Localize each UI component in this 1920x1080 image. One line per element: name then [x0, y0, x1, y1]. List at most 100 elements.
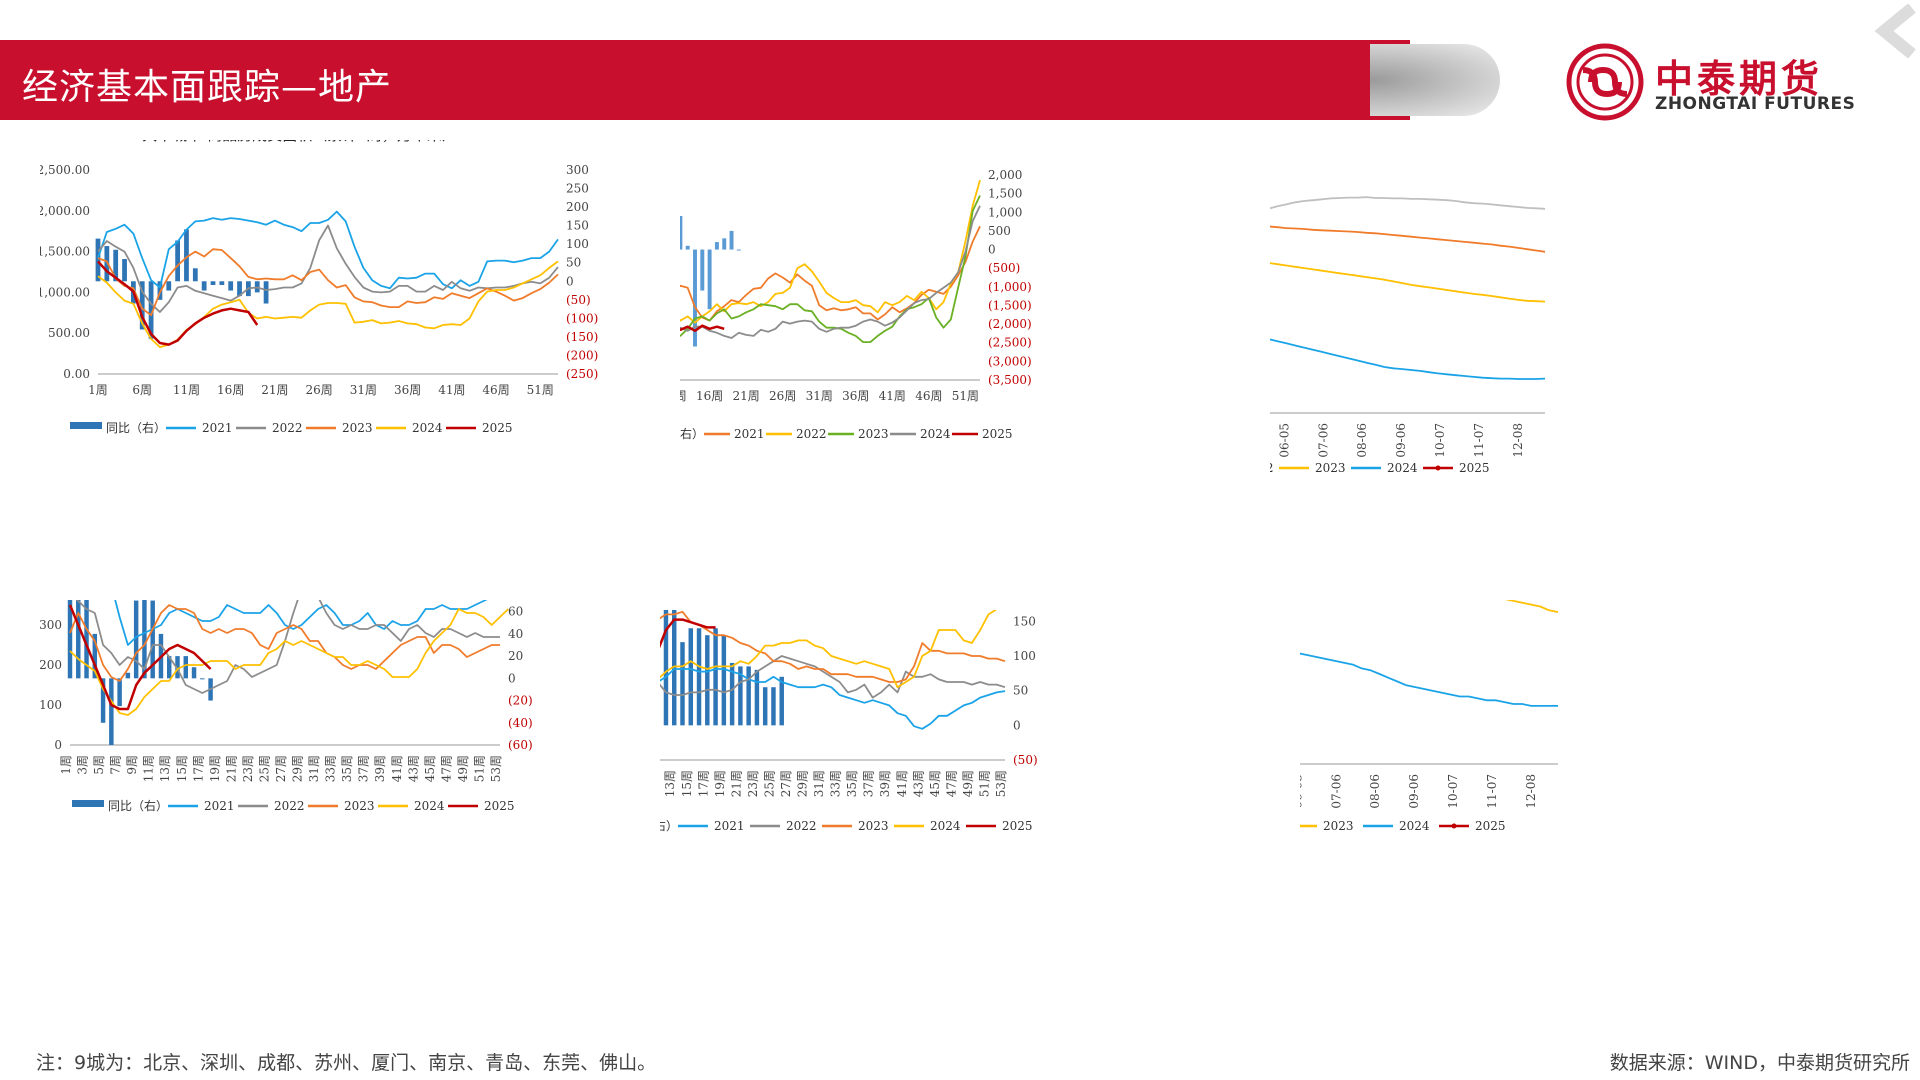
legend-label: 2025: [982, 427, 1013, 441]
legend-label: 2022: [786, 819, 817, 833]
y-right-tick-label: (200): [566, 348, 598, 362]
legend-label: 2022: [272, 421, 303, 435]
yoy-bar: [729, 230, 734, 250]
y-left-tick-label: 2,500.00: [40, 163, 90, 177]
y-right-tick-label: 2,000: [988, 168, 1022, 182]
x-tick-label: 1周: [59, 755, 73, 775]
footnote: 注：9城为：北京、深圳、成都、苏州、厦门、南京、青岛、东莞、佛山。: [36, 1052, 657, 1074]
yoy-bar: [237, 281, 242, 297]
y-right-tick-label: 0: [1013, 718, 1021, 732]
x-tick-label: 41周: [438, 383, 465, 397]
nav-chevron-icon[interactable]: [1872, 4, 1920, 58]
yoy-bar: [685, 245, 690, 250]
series-line: [660, 610, 1006, 683]
chart-panel-3: 全国城市二手房出售挂牌价指数:当周值150.0160.0170.0180.019…: [1270, 140, 1915, 590]
x-tick-label: 09-06: [1407, 774, 1421, 809]
yoy-bar: [721, 635, 727, 726]
series-line: [1504, 600, 1559, 613]
yoy-bar: [117, 678, 122, 707]
y-right-tick-label: 40: [508, 627, 523, 641]
series-line: [680, 324, 725, 333]
x-tick-label: 16周: [217, 383, 244, 397]
x-tick-label: 33周: [829, 770, 843, 797]
yoy-bar: [722, 238, 727, 250]
chart-c1: 30大中城市:商品房成交面积（累计4周，万平米） 0.00 500.00 1,000.…: [40, 140, 598, 435]
yoy-bar: [210, 281, 216, 285]
y-right-tick-label: 150: [1013, 614, 1036, 628]
yoy-bar: [779, 676, 784, 726]
x-tick-label: 9周: [125, 755, 139, 775]
y-right-tick-label: 1,500: [988, 187, 1022, 201]
x-tick-label: 35周: [340, 755, 354, 782]
legend-label: 同比（右）: [108, 798, 168, 813]
series-line: [114, 600, 488, 646]
x-tick-label: 41周: [390, 755, 404, 782]
yoy-bar: [84, 600, 89, 679]
series-line: [660, 618, 716, 649]
x-tick-label: 12-08: [1511, 423, 1525, 458]
x-tick-label: 36周: [394, 383, 421, 397]
y-right-tick-label: (3,500): [988, 373, 1032, 387]
y-right-tick-label: 0: [566, 274, 574, 288]
yoy-bar: [219, 281, 225, 285]
x-tick-label: 19周: [208, 755, 222, 782]
yoy-bar: [680, 216, 683, 250]
legend-label: 2025: [1475, 819, 1506, 833]
x-tick-label: 31周: [806, 389, 833, 403]
x-tick-label: 25周: [257, 755, 271, 782]
legend-label: 2021: [202, 421, 233, 435]
legend-label: 2023: [1323, 819, 1354, 833]
x-tick-label: 23周: [241, 755, 255, 782]
x-tick-label: 13周: [663, 770, 677, 797]
y-right-tick-label: (50): [566, 293, 591, 307]
x-tick-label: 15周: [175, 755, 189, 782]
y-right-tick-label: 300: [566, 163, 589, 177]
yoy-bar: [738, 666, 743, 726]
legend-label: 2023: [858, 819, 889, 833]
yoy-bar: [762, 687, 768, 726]
y-right-tick-label: 0: [988, 243, 996, 257]
yoy-bar: [76, 600, 81, 679]
y-right-tick-label: 60: [508, 605, 523, 619]
legend-bar-swatch: [72, 800, 104, 807]
legend-label: 2025: [1002, 819, 1033, 833]
yoy-bar: [95, 238, 101, 282]
series-line: [680, 205, 981, 339]
yoy-bar: [700, 249, 705, 291]
y-left-tick-label: 300: [40, 618, 62, 632]
yoy-bar: [693, 249, 697, 347]
yoy-bar: [109, 678, 114, 745]
chart-panel-5: 9城二手房成交面积：住宅：累计4周（万平米）010020030040050060…: [660, 610, 1270, 1030]
legend-label: 2021: [734, 427, 765, 441]
series-line: [1270, 225, 1546, 253]
series-line: [660, 610, 998, 689]
series-line: [97, 260, 259, 346]
legend-bar-swatch: [70, 422, 102, 429]
chart-panel-6: 全国城市二手房出售挂牌价指数:一线城市当周值180.0190.0200.0210…: [1300, 600, 1915, 1030]
yoy-bar: [736, 249, 741, 251]
x-tick-label: 36周: [842, 389, 869, 403]
legend-label: 同比（右）: [660, 818, 678, 833]
y-right-tick-label: (500): [988, 261, 1020, 275]
x-tick-label: 11周: [660, 770, 661, 797]
chart-c2: 中国:100大中城市:成交土地占地面积:（累计4周，万平）04,0008,000…: [680, 168, 1032, 441]
y-right-tick-label: (40): [508, 716, 533, 730]
y-right-tick-label: 100: [1013, 649, 1036, 663]
x-tick-label: 07-06: [1316, 423, 1330, 458]
x-tick-label: 21周: [261, 383, 288, 397]
x-tick-label: 11周: [173, 383, 200, 397]
x-tick-label: 10-07: [1433, 423, 1447, 458]
yoy-bar: [714, 242, 719, 250]
x-tick-label: 11周: [142, 755, 156, 782]
x-tick-label: 37周: [862, 770, 876, 797]
legend-label: 2022: [1270, 461, 1274, 475]
x-tick-label: 21周: [224, 755, 238, 782]
y-right-tick-label: 50: [1013, 684, 1028, 698]
x-tick-label: 25周: [762, 770, 776, 797]
x-tick-label: 3周: [76, 755, 90, 775]
y-right-tick-label: (3,000): [988, 354, 1032, 368]
series-line: [1270, 262, 1546, 303]
x-tick-label: 11-07: [1472, 423, 1486, 458]
series-line: [97, 210, 559, 290]
x-tick-label: 11-07: [1485, 774, 1499, 809]
